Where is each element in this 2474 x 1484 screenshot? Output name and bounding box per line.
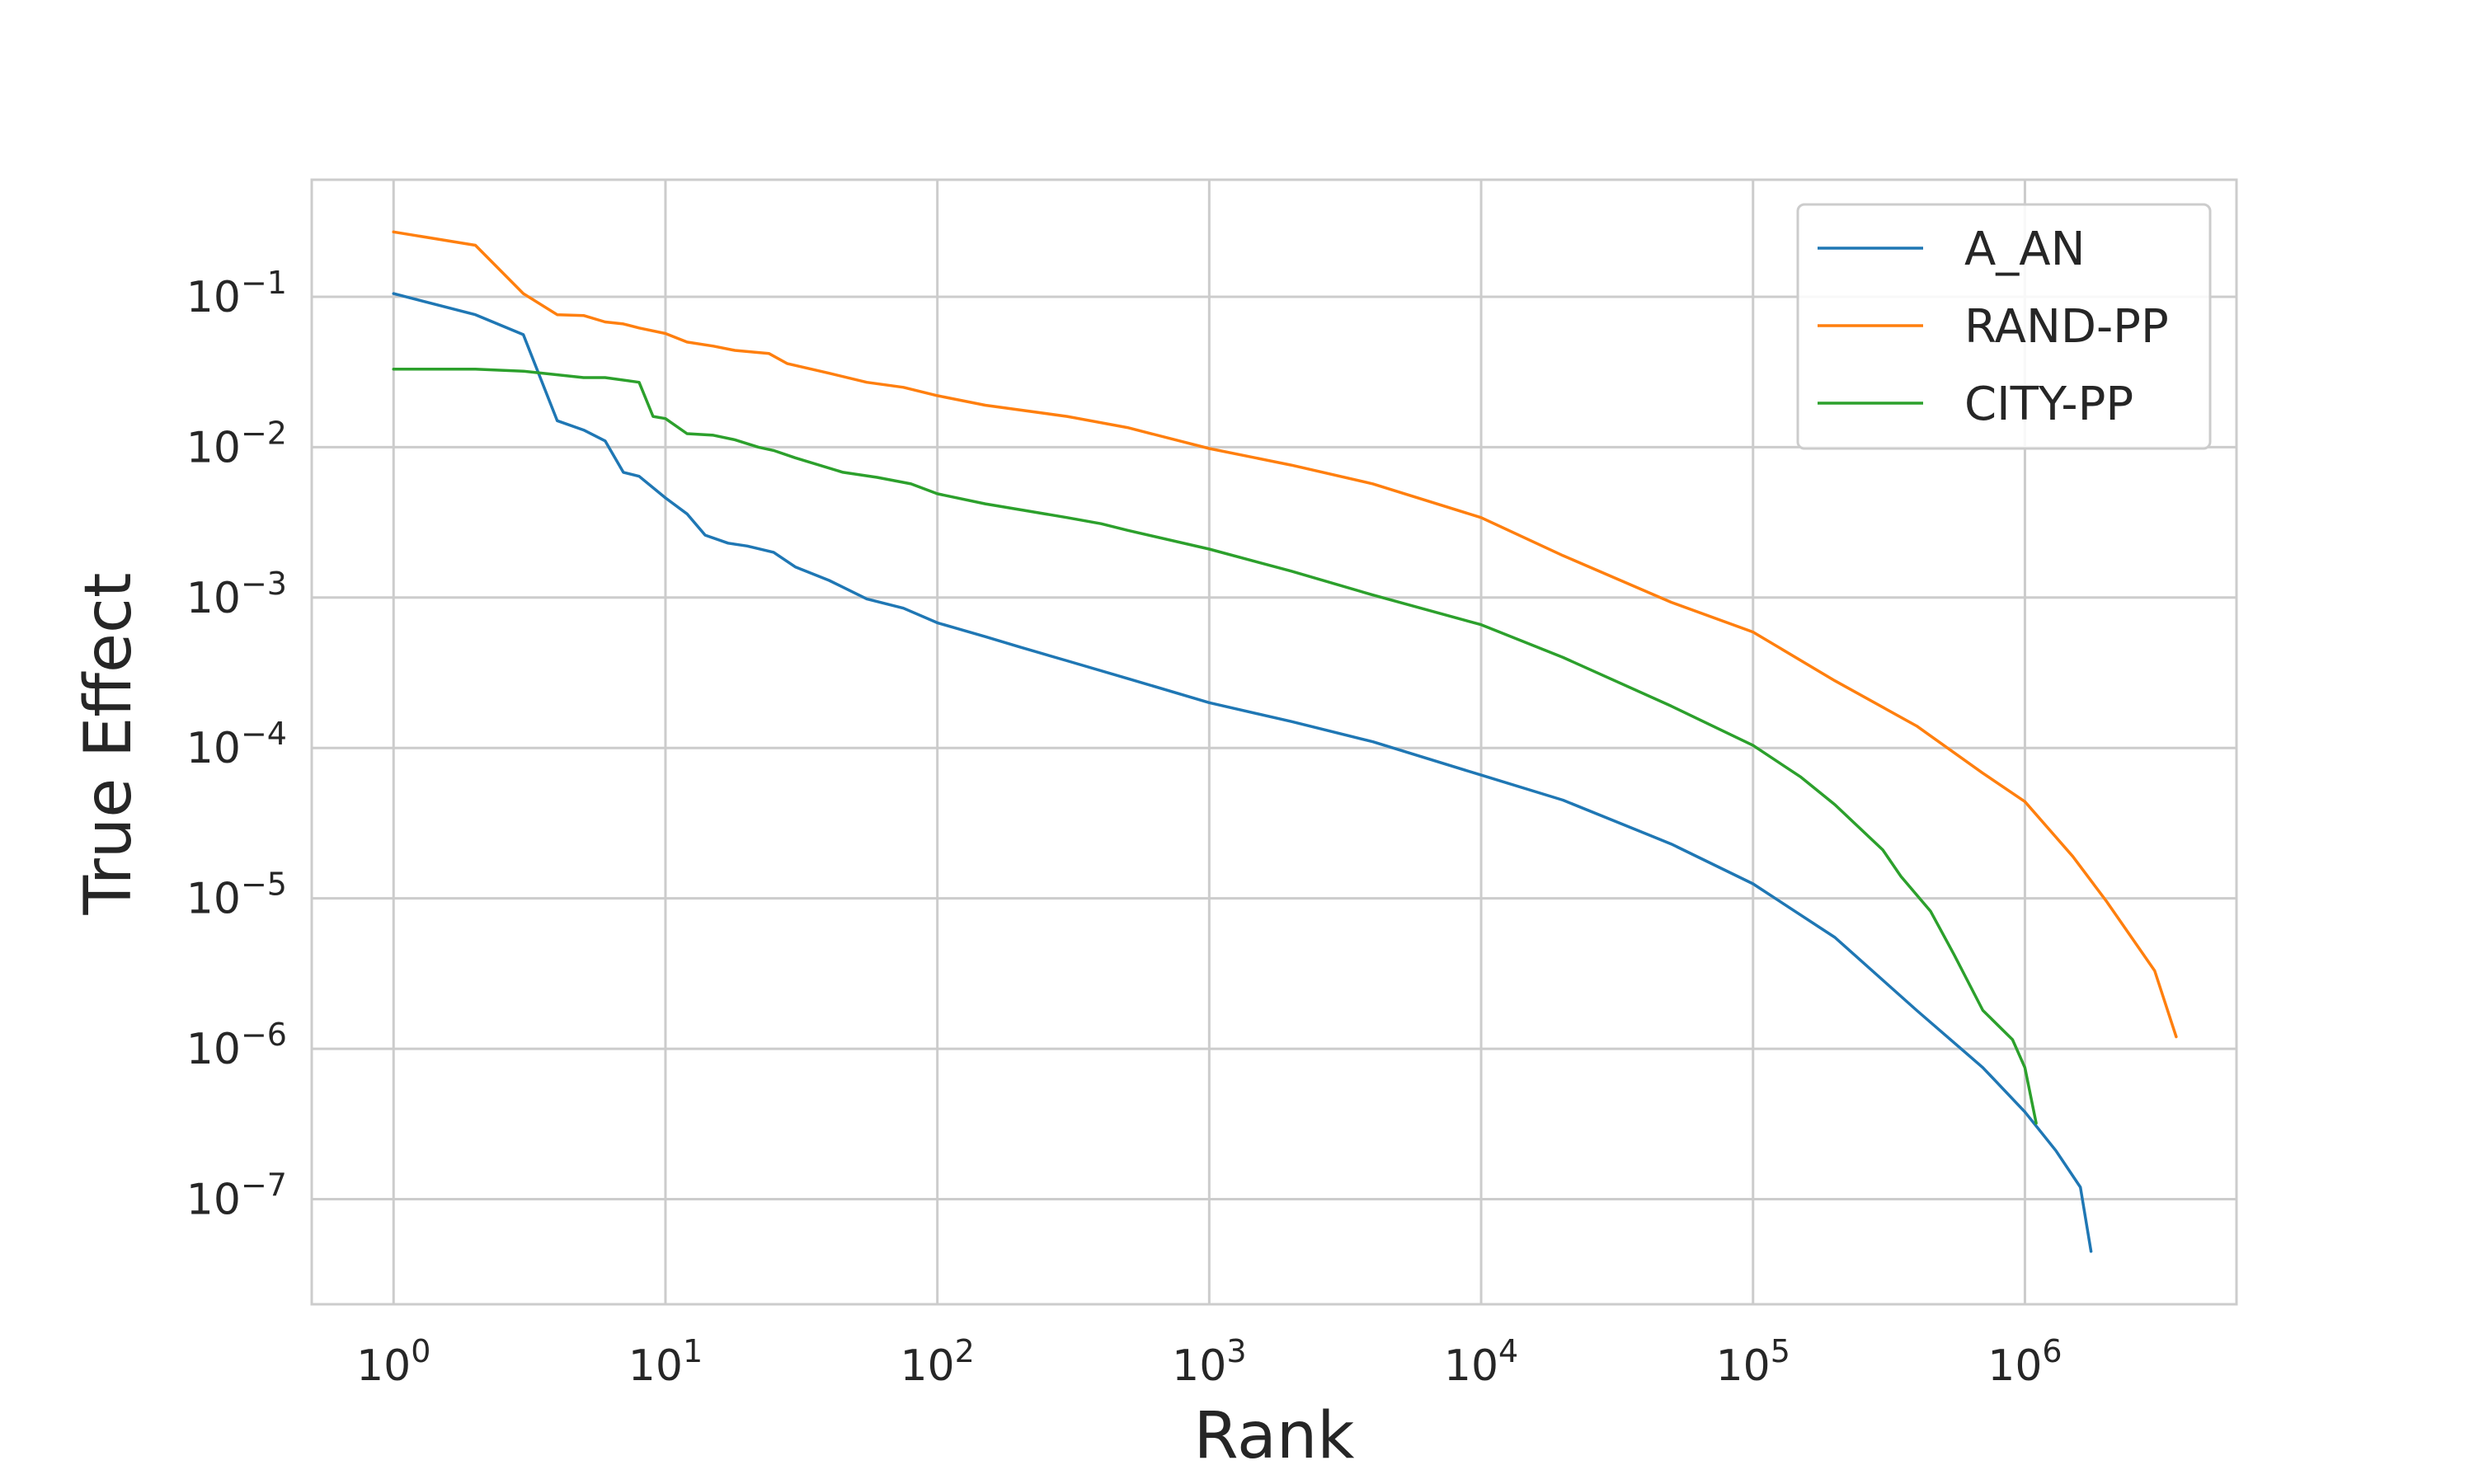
- y-tick-label: 10−7: [186, 1167, 287, 1224]
- x-tick-label: 102: [900, 1333, 974, 1391]
- x-tick-label: 100: [356, 1333, 430, 1391]
- y-tick-labels: 10−1 10−2 10−3 10−4 10−5 10−6 10−7: [186, 265, 287, 1225]
- plot-frame: [310, 178, 2238, 1306]
- y-tick-label: 10−3: [186, 566, 287, 623]
- y-tick-label: 10−6: [186, 1017, 287, 1074]
- legend-label: A_AN: [1964, 223, 2086, 276]
- legend-label: CITY-PP: [1964, 378, 2133, 431]
- x-tick-label: 106: [1987, 1333, 2062, 1391]
- y-axis-title: True Effect: [72, 573, 146, 916]
- y-tick-label: 10−5: [186, 866, 287, 924]
- x-axis-title: Rank: [1194, 1399, 1355, 1473]
- grid: [312, 180, 2236, 1304]
- y-tick-label: 10−1: [186, 265, 287, 322]
- series-line-a-an: [392, 292, 2093, 1253]
- x-tick-label: 103: [1172, 1333, 1246, 1391]
- legend-label: RAND-PP: [1964, 300, 2169, 354]
- y-tick-label: 10−2: [186, 415, 287, 472]
- series-layer: [392, 230, 2178, 1253]
- series-line-rand-pp: [392, 230, 2178, 1039]
- x-tick-label: 101: [628, 1333, 703, 1391]
- y-tick-label: 10−4: [186, 716, 287, 773]
- x-tick-labels: 100 101 102 103 104 105 106: [356, 1333, 2062, 1391]
- x-tick-label: 105: [1716, 1333, 1790, 1391]
- x-tick-label: 104: [1444, 1333, 1518, 1391]
- series-line-city-pp: [392, 368, 2038, 1125]
- legend-items: A_AN RAND-PP CITY-PP: [1818, 223, 2169, 431]
- legend-box: [1796, 203, 2212, 450]
- legend: A_AN RAND-PP CITY-PP: [1796, 203, 2212, 450]
